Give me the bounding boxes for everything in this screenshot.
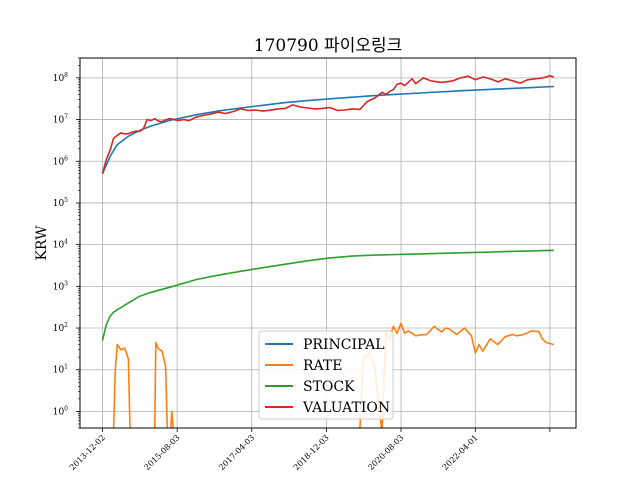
series-line-principal [101,85,554,175]
y-tick-label: 102 [53,322,68,334]
y-tick-label: 100 [53,405,68,417]
y-axis: 100 101 102 103 104 105 106 107 108 [53,57,80,429]
x-tick-label: 2022-04-01 [441,433,480,472]
legend-box [258,330,394,420]
legend-label: STOCK [303,379,355,395]
x-tick-label: 2020-08-03 [366,433,405,472]
y-tick-label: 103 [53,280,68,292]
chart-title: 170790 파이오링크 [254,36,403,56]
series-layer [101,75,555,428]
x-tick-label: 2015-08-03 [143,433,182,472]
y-tick-label: 106 [53,155,68,167]
x-axis: 2013-12-02 2015-08-03 2017-04-03 2018-12-03… [68,428,551,472]
y-tick-label: 101 [53,364,68,376]
y-tick-label: 104 [53,239,68,251]
legend: PRINCIPAL RATE STOCK VALUATION [258,330,394,420]
grid-lines [80,58,576,428]
legend-label: RATE [303,358,342,374]
legend-label: VALUATION [302,400,390,416]
y-axis-label: KRW [34,225,50,261]
series-line-stock [101,249,554,341]
x-tick-label: 2018-12-03 [292,433,331,472]
x-tick-label: 2013-12-02 [68,433,107,472]
legend-label: PRINCIPAL [303,337,385,353]
y-tick-label: 107 [53,114,68,126]
x-tick-label: 2017-04-03 [217,433,256,472]
plot-frame [79,57,577,429]
y-tick-label: 105 [53,197,68,209]
series-line-valuation [101,75,555,175]
y-tick-label: 108 [53,72,68,84]
series-line-rate [112,322,555,428]
